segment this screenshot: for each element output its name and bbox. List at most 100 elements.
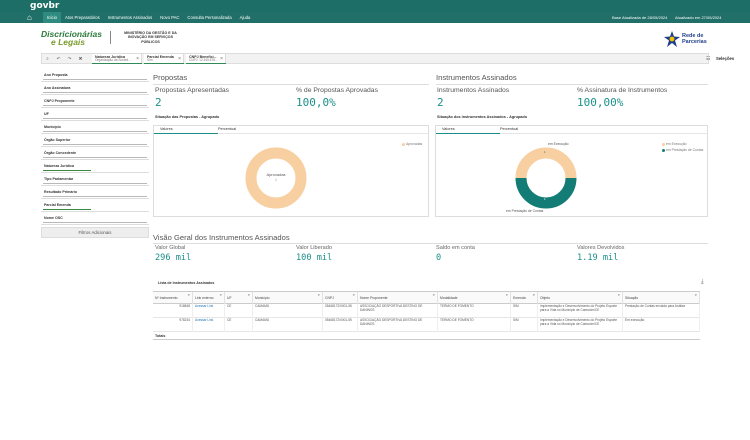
filter-0[interactable]: Ano Proposta — [41, 69, 149, 82]
chip-value: Organização da Socied... — [95, 58, 131, 62]
column-header[interactable]: Link externo ⌕ — [193, 292, 225, 304]
filter-label: Tipo Parlamentar — [44, 177, 74, 181]
search-icon[interactable]: ⌕ — [432, 292, 435, 297]
selection-chip-natureza-juridica[interactable]: Natureza Jurídica Organização da Socied.… — [92, 54, 142, 64]
clear-selections-icon[interactable]: ✖ — [78, 56, 83, 61]
nav-item-novo-pac[interactable]: Novo PAC — [160, 15, 180, 20]
search-icon[interactable]: ⌕ — [187, 292, 190, 297]
close-icon[interactable]: × — [136, 56, 139, 62]
nav-item-consulta-personalizada[interactable]: Consulta Personalizada — [187, 15, 232, 20]
table-cell: SIM — [511, 318, 538, 332]
instrumentos-slice-em-execucao[interactable] — [515, 147, 577, 179]
search-icon[interactable]: ⌕ — [247, 292, 250, 297]
filter-5[interactable]: Órgão Superior — [41, 134, 149, 147]
table-totals-row: Totais — [153, 332, 700, 340]
main-nav: ⌂ Início Atos Preparatórios Instrumentos… — [0, 12, 750, 23]
nav-menu: Início Atos Preparatórios Instrumentos A… — [43, 12, 254, 23]
propostas-chart-tabs: Valores Percentual — [154, 126, 428, 134]
step-back-icon[interactable]: ↶ — [56, 56, 61, 61]
filter-8[interactable]: Tipo Parlamentar — [41, 173, 149, 186]
propostas-chart: Valores Percentual Aprovadas 1 Aprovadas — [153, 125, 429, 217]
search-icon[interactable]: ⌕ — [694, 292, 697, 297]
column-header[interactable]: Emenda ⌕ — [511, 292, 538, 304]
table-cell: CE — [225, 318, 253, 332]
tab-percentual[interactable]: Percentual — [500, 127, 519, 131]
download-icon[interactable]: ⤓ — [701, 279, 704, 285]
external-link[interactable]: Acessar Link — [193, 304, 225, 318]
nav-item-inicio[interactable]: Início — [43, 12, 62, 23]
ministry-name: MINISTÉRIO DA GESTÃO E DA INOVAÇÃO EM SE… — [110, 31, 182, 45]
filtros-adicionais-button[interactable]: Filtros Adicionais — [41, 227, 149, 238]
column-header[interactable]: Nome Proponente ⌕ — [358, 292, 438, 304]
external-link[interactable]: Acessar Link — [193, 318, 225, 332]
visao-divider — [153, 243, 708, 244]
column-header-label: UF — [227, 296, 232, 300]
column-header[interactable]: CNPJ ⌕ — [323, 292, 358, 304]
smart-search-icon[interactable]: ⌕ — [46, 56, 49, 61]
search-icon[interactable]: ⌕ — [352, 292, 355, 297]
close-icon[interactable]: × — [178, 56, 181, 62]
selection-chip-cnpj-beneficiario[interactable]: CNPJ Benefici... CNPJ: 12.345.678... × — [186, 54, 226, 64]
column-header-label: Link externo — [195, 296, 214, 300]
column-header-label: Situação — [625, 296, 639, 300]
slice-value-em-execucao: 1 — [544, 150, 546, 154]
discricionarias-logo: Discricionárias e Legais — [41, 29, 111, 47]
home-icon[interactable]: ⌂ — [27, 13, 32, 22]
tab-valores[interactable]: Valores — [160, 127, 173, 131]
filter-10[interactable]: Parcial Emenda — [41, 199, 149, 212]
selections-icon[interactable]: ☷ — [706, 56, 711, 62]
step-forward-icon[interactable]: ↷ — [67, 56, 72, 61]
brand-line-1: Discricionárias — [41, 29, 102, 39]
filter-label: Natureza Jurídica — [44, 164, 74, 168]
filter-label: Órgão Concedente — [44, 151, 77, 155]
search-icon[interactable]: ⌕ — [317, 292, 320, 297]
valores-devolvidos-label: Valores Devolvidos — [577, 245, 625, 251]
column-header[interactable]: Situação ⌕ — [623, 292, 700, 304]
propostas-slice-aprovadas[interactable] — [245, 147, 307, 209]
govbr-logo[interactable]: govbr — [30, 1, 60, 11]
search-icon[interactable]: ⌕ — [532, 292, 535, 297]
column-header[interactable]: Município ⌕ — [253, 292, 323, 304]
nav-item-ajuda[interactable]: Ajuda — [239, 15, 251, 20]
filter-9[interactable]: Resultado Primário — [41, 186, 149, 199]
legend-swatch — [402, 142, 405, 146]
filter-6[interactable]: Órgão Concedente — [41, 147, 149, 160]
filter-2[interactable]: CNPJ Proponente — [41, 95, 149, 108]
search-icon[interactable]: ⌕ — [617, 292, 620, 297]
chip-label: Parcial Emenda — [147, 55, 174, 59]
filter-7[interactable]: Natureza Jurídica — [41, 160, 149, 173]
search-icon[interactable]: ⌕ — [219, 292, 222, 297]
nav-item-instrumentos-assinados[interactable]: Instrumentos Assinados — [107, 15, 153, 20]
search-icon[interactable]: ⌕ — [505, 292, 508, 297]
saldo-em-conta-value: 0 — [436, 253, 442, 263]
selection-chip-parcial-emenda[interactable]: Parcial Emenda Sim × — [144, 54, 184, 64]
propostas-donut[interactable] — [244, 146, 308, 210]
column-header[interactable]: Nº Instrumento ⌕ — [153, 292, 193, 304]
column-header[interactable]: Modalidade ⌕ — [438, 292, 511, 304]
nav-item-atos-preparatorios[interactable]: Atos Preparatórios — [65, 15, 100, 20]
instrumentos-donut[interactable] — [514, 146, 578, 210]
valor-global-value: 296 mil — [155, 253, 192, 263]
close-icon[interactable]: × — [220, 56, 223, 62]
chip-bar — [186, 63, 226, 64]
tab-percentual[interactable]: Percentual — [218, 127, 237, 131]
column-header[interactable]: UF ⌕ — [225, 292, 253, 304]
table-row: 918848 Acessar Link CE CAMAMÚ 05468172/0001-… — [153, 304, 700, 318]
filter-11[interactable]: Nome OSC — [41, 212, 149, 225]
table-cell: CAMAMÚ — [253, 304, 323, 318]
filter-label: Ano Proposta — [44, 73, 68, 77]
instrumentos-slice-prestacao-contas[interactable] — [515, 177, 577, 209]
filter-label: Nome OSC — [44, 216, 63, 220]
instrumentos-assinados-value: 2 — [437, 96, 444, 109]
legend-label: em Execução — [666, 142, 687, 146]
filter-3[interactable]: UF — [41, 108, 149, 121]
table-cell: 05468172/0001-55 — [323, 304, 358, 318]
tab-valores[interactable]: Valores — [442, 127, 455, 131]
selections-button[interactable]: Seleções — [716, 56, 735, 61]
column-header[interactable]: Objeto ⌕ — [538, 292, 623, 304]
filter-4[interactable]: Município — [41, 121, 149, 134]
filter-1[interactable]: Ano Assinatura — [41, 82, 149, 95]
legend-label: Aprovadas — [406, 142, 423, 146]
instrumentos-chart-tabs: Valores Percentual — [436, 126, 707, 134]
chip-label: Natureza Jurídica — [95, 55, 125, 59]
